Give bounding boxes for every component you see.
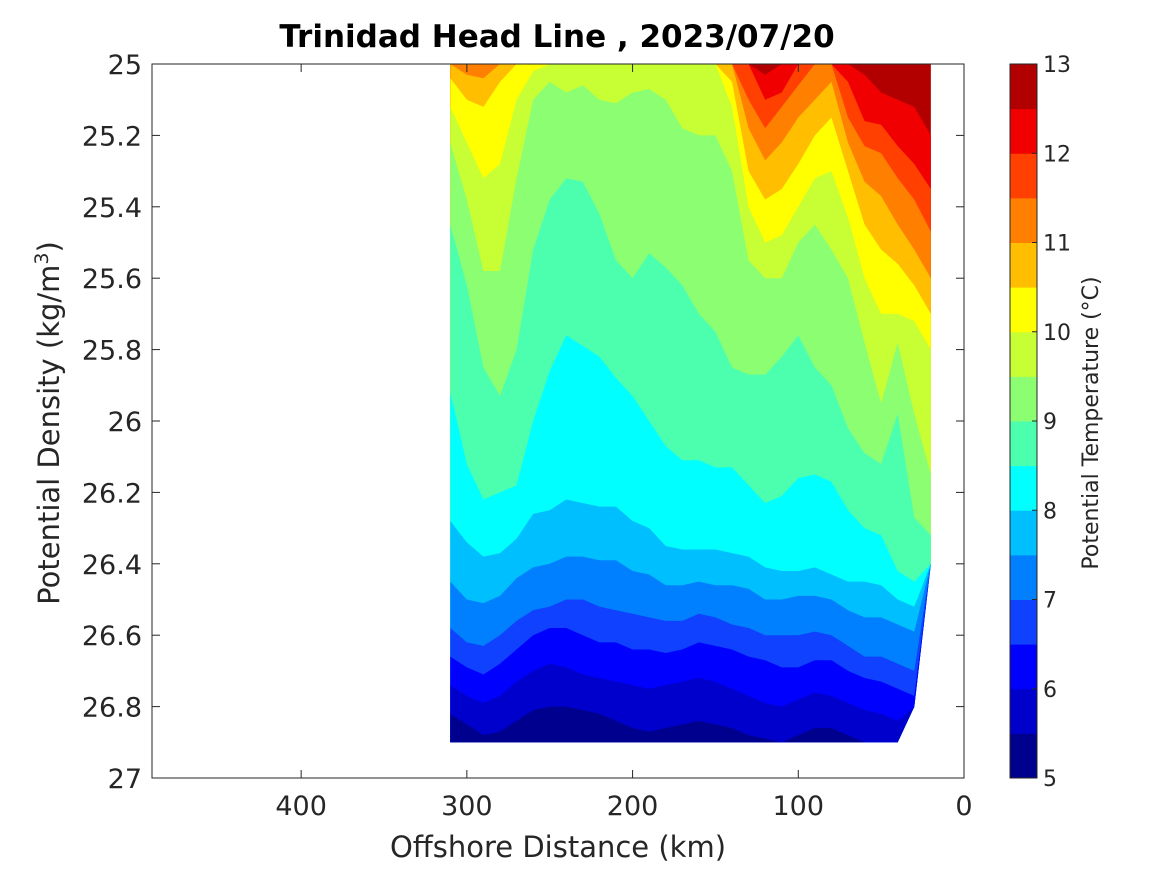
colorbar-swatch	[1010, 465, 1037, 511]
colorbar-swatches	[1010, 64, 1037, 779]
y-tick-label: 26.8	[82, 693, 142, 724]
colorbar-tick-label: 10	[1043, 321, 1071, 346]
y-axis-label-superscript: 3	[31, 252, 53, 264]
colorbar-swatch	[1010, 599, 1037, 645]
x-axis-label: Offshore Distance (km)	[390, 830, 726, 864]
x-tick-label: 0	[955, 791, 972, 822]
y-tick-label: 26.4	[82, 550, 142, 581]
y-tick-label: 26.2	[82, 478, 142, 509]
colorbar-swatch	[1010, 153, 1037, 199]
x-tick-label: 400	[275, 791, 327, 822]
colorbar-swatch	[1010, 688, 1037, 734]
colorbar-swatch	[1010, 554, 1037, 600]
contour-band	[450, 563, 931, 743]
colorbar-swatch	[1010, 108, 1037, 154]
colorbar-swatch	[1010, 331, 1037, 377]
y-axis: 25 25.2 25.4 25.6 25.8 26 26.2 26.4 26.6 26.8 27	[82, 50, 964, 795]
colorbar-swatch	[1010, 197, 1037, 243]
colorbar-swatch	[1010, 64, 1037, 110]
colorbar-swatch	[1010, 644, 1037, 690]
colorbar-tick-label: 9	[1043, 410, 1057, 435]
y-axis-label-main: Potential Density (kg/m	[32, 265, 66, 605]
contour-bands	[450, 64, 931, 743]
y-tick-label: 25.2	[82, 121, 142, 152]
colorbar-swatch	[1010, 421, 1037, 467]
colorbar-tick-label: 8	[1043, 499, 1057, 524]
chart-title: Trinidad Head Line , 2023/07/20	[279, 19, 834, 55]
x-axis: 400 300 200 100 0	[275, 64, 973, 822]
x-tick-label: 300	[441, 791, 493, 822]
colorbar-swatch	[1010, 287, 1037, 333]
x-tick-label: 100	[773, 791, 825, 822]
colorbar-tick-label: 13	[1043, 53, 1071, 78]
colorbar-swatch	[1010, 242, 1037, 288]
colorbar-tick-label: 7	[1043, 589, 1057, 614]
y-axis-label: Potential Density (kg/m3)	[31, 241, 66, 605]
colorbar-swatch	[1010, 510, 1037, 556]
colorbar-ticks: 5 6 7 8 9 10 11 12 13	[1032, 53, 1071, 792]
y-tick-label: 25.8	[82, 336, 142, 367]
x-tick-label: 200	[607, 791, 659, 822]
y-tick-label: 25.6	[82, 264, 142, 295]
colorbar-label: Potential Temperature (°C)	[1079, 276, 1104, 569]
y-axis-label-suffix: )	[32, 241, 66, 252]
colorbar-tick-label: 5	[1043, 767, 1057, 792]
colorbar-tick-label: 12	[1043, 142, 1071, 167]
colorbar: 5 6 7 8 9 10 11 12 13 Potential Temperature (°C)	[1009, 53, 1104, 792]
colorbar-swatch	[1010, 376, 1037, 422]
y-tick-label: 25.4	[82, 193, 142, 224]
y-tick-label: 27	[108, 764, 142, 795]
y-tick-label: 26.6	[82, 621, 142, 652]
plot-area	[152, 64, 964, 778]
y-tick-label: 26	[108, 407, 142, 438]
colorbar-tick-label: 6	[1043, 678, 1057, 703]
colorbar-swatch	[1010, 733, 1037, 779]
y-tick-label: 25	[108, 50, 142, 81]
colorbar-tick-label: 11	[1043, 232, 1071, 257]
